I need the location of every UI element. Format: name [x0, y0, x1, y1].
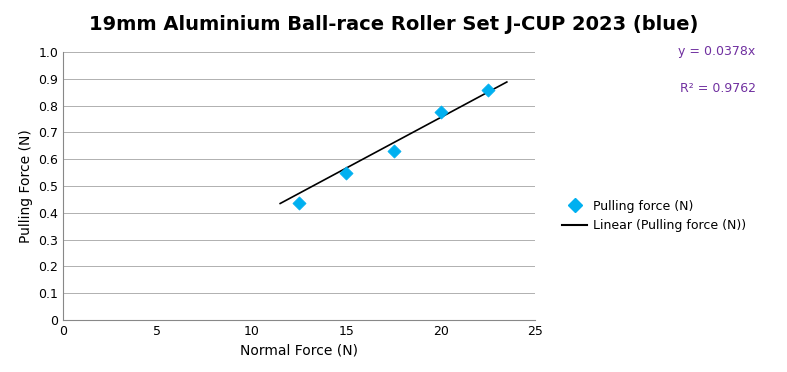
Text: 19mm Aluminium Ball-race Roller Set J-CUP 2023 (blue): 19mm Aluminium Ball-race Roller Set J-CU… [89, 15, 698, 34]
Point [482, 87, 494, 93]
Legend: Pulling force (N), Linear (Pulling force (N)): Pulling force (N), Linear (Pulling force… [557, 195, 752, 237]
Text: R² = 0.9762: R² = 0.9762 [679, 82, 756, 95]
Point [340, 170, 353, 176]
Point [387, 148, 400, 154]
Point [293, 201, 305, 206]
Point [434, 109, 447, 115]
X-axis label: Normal Force (N): Normal Force (N) [240, 343, 358, 357]
Y-axis label: Pulling Force (N): Pulling Force (N) [19, 129, 32, 243]
Text: y = 0.0378x: y = 0.0378x [678, 45, 756, 58]
